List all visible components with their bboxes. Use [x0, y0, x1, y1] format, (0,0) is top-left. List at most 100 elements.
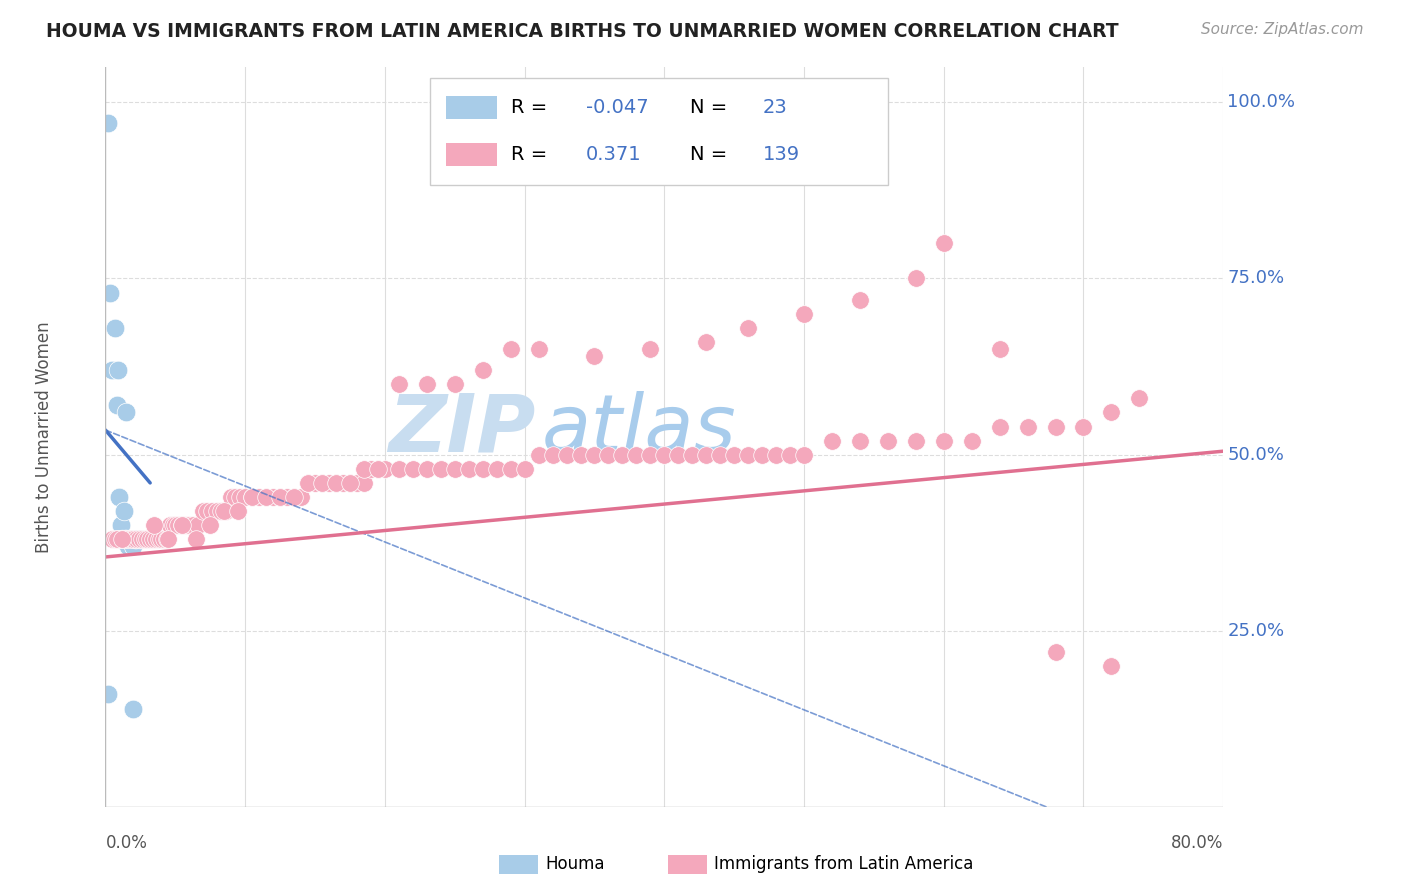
Point: [988, 419, 1011, 434]
Point: [751, 448, 773, 462]
Point: [723, 448, 745, 462]
Point: [695, 448, 717, 462]
Point: [254, 490, 277, 504]
Point: [212, 504, 235, 518]
Text: 0.0%: 0.0%: [105, 834, 148, 852]
Point: [360, 462, 382, 476]
Point: [353, 462, 375, 476]
Text: 80.0%: 80.0%: [1171, 834, 1223, 852]
Point: [120, 533, 142, 547]
Point: [339, 475, 361, 490]
Point: [276, 490, 298, 504]
Point: [849, 434, 872, 448]
Point: [290, 490, 312, 504]
Point: [97, 116, 120, 130]
Point: [681, 448, 703, 462]
Point: [654, 448, 676, 462]
Text: Immigrants from Latin America: Immigrants from Latin America: [714, 855, 973, 873]
Point: [107, 363, 129, 377]
Point: [339, 475, 361, 490]
Point: [110, 518, 132, 533]
Point: [214, 504, 236, 518]
Point: [101, 363, 124, 377]
Point: [120, 533, 142, 547]
Point: [877, 434, 900, 448]
Point: [443, 462, 465, 476]
Point: [167, 518, 190, 533]
Bar: [446, 144, 496, 166]
Point: [388, 462, 411, 476]
Point: [471, 363, 494, 377]
Point: [111, 533, 134, 547]
Point: [416, 462, 439, 476]
Point: [1017, 419, 1039, 434]
Point: [457, 462, 479, 476]
Point: [297, 475, 319, 490]
Point: [513, 462, 536, 476]
Text: N =: N =: [690, 98, 734, 117]
Point: [240, 490, 263, 504]
Point: [318, 475, 340, 490]
Point: [150, 533, 173, 547]
Point: [367, 462, 389, 476]
Point: [136, 533, 159, 547]
Text: 139: 139: [762, 145, 800, 164]
Point: [121, 533, 143, 547]
Text: R =: R =: [512, 145, 554, 164]
Point: [128, 533, 150, 547]
Point: [143, 518, 166, 533]
Point: [131, 533, 153, 547]
Point: [960, 434, 983, 448]
Point: [142, 533, 165, 547]
Point: [104, 533, 127, 547]
Point: [793, 448, 815, 462]
Point: [156, 533, 179, 547]
Point: [98, 285, 121, 300]
Point: [122, 540, 145, 554]
Point: [402, 462, 425, 476]
Point: [97, 688, 120, 702]
Point: [297, 475, 319, 490]
Point: [640, 342, 662, 356]
Point: [247, 490, 270, 504]
Text: R =: R =: [512, 98, 554, 117]
Point: [107, 533, 129, 547]
Point: [207, 504, 229, 518]
Point: [197, 504, 219, 518]
Point: [640, 448, 662, 462]
Point: [499, 342, 522, 356]
Text: -0.047: -0.047: [586, 98, 648, 117]
Point: [165, 518, 187, 533]
Point: [367, 462, 389, 476]
FancyBboxPatch shape: [430, 78, 889, 186]
Bar: [446, 96, 496, 119]
Point: [443, 377, 465, 392]
Text: 25.0%: 25.0%: [1227, 622, 1285, 640]
Point: [1099, 659, 1122, 673]
Point: [179, 518, 201, 533]
Point: [117, 540, 139, 554]
Point: [1045, 645, 1067, 659]
Point: [269, 490, 291, 504]
Point: [325, 475, 347, 490]
Point: [779, 448, 801, 462]
Point: [904, 434, 927, 448]
Point: [666, 448, 689, 462]
Point: [1099, 405, 1122, 419]
Point: [430, 462, 453, 476]
Point: [626, 448, 648, 462]
Point: [118, 533, 141, 547]
Point: [555, 448, 578, 462]
Point: [111, 533, 134, 547]
Point: [254, 490, 277, 504]
Point: [162, 518, 184, 533]
Point: [325, 475, 347, 490]
Point: [283, 490, 305, 504]
Point: [201, 504, 224, 518]
Point: [104, 320, 127, 334]
Point: [932, 236, 955, 251]
Point: [583, 448, 606, 462]
Point: [1045, 419, 1067, 434]
Text: 100.0%: 100.0%: [1227, 93, 1295, 112]
Point: [172, 518, 194, 533]
